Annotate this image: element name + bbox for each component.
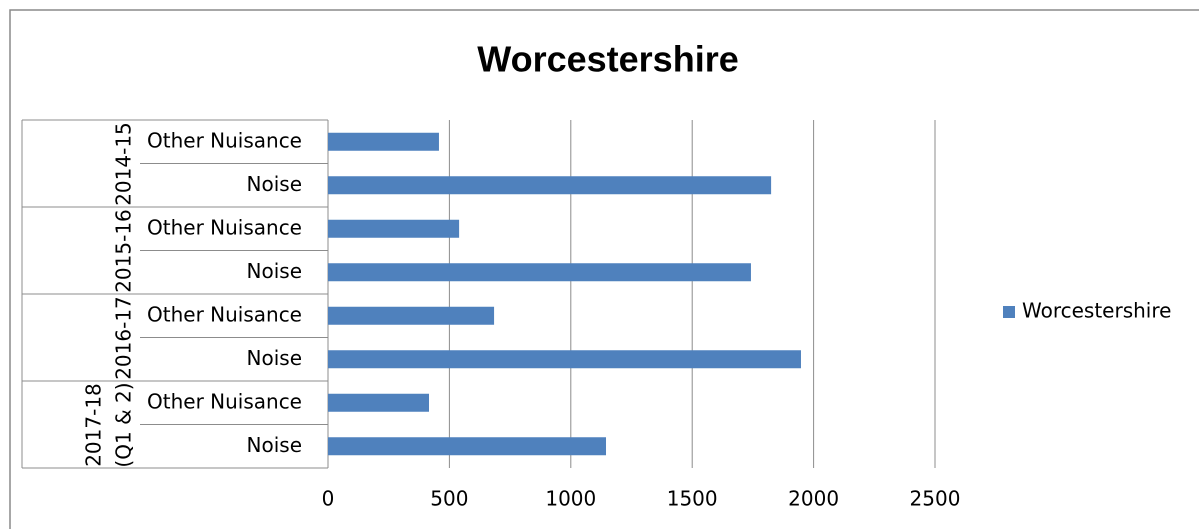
- y-tick-label: Noise: [247, 433, 302, 457]
- chart-border: [9, 9, 1199, 529]
- x-tick-label: 1500: [667, 487, 718, 511]
- legend-label: Worcestershire: [1022, 299, 1171, 323]
- y-tick-label: Other Nuisance: [147, 389, 302, 413]
- bar: [328, 219, 460, 238]
- legend-swatch: [1003, 306, 1015, 318]
- x-tick-label: 0: [322, 487, 335, 511]
- y-tick-label: Noise: [247, 259, 302, 283]
- y-tick-label: Other Nuisance: [147, 215, 302, 239]
- bar: [328, 393, 430, 412]
- bar: [328, 263, 751, 282]
- x-tick-label: 500: [430, 487, 468, 511]
- group-label: 2015-16: [111, 208, 135, 293]
- group-label: 2017-18 (Q1 & 2): [81, 381, 135, 468]
- group-label: 2016-17: [111, 295, 135, 380]
- bar: [328, 437, 607, 456]
- x-tick-label: 1000: [545, 487, 596, 511]
- y-tick-label: Other Nuisance: [147, 128, 302, 152]
- bar: [328, 306, 495, 325]
- bar: [328, 350, 801, 369]
- x-tick-label: 2500: [910, 487, 961, 511]
- bar: [328, 176, 772, 195]
- x-tick-label: 2000: [788, 487, 839, 511]
- group-label: 2014-15: [111, 121, 135, 206]
- y-tick-label: Other Nuisance: [147, 302, 302, 326]
- y-tick-label: Noise: [247, 172, 302, 196]
- bar: [328, 132, 439, 151]
- chart-title: Worcestershire: [477, 39, 738, 80]
- y-tick-label: Noise: [247, 346, 302, 370]
